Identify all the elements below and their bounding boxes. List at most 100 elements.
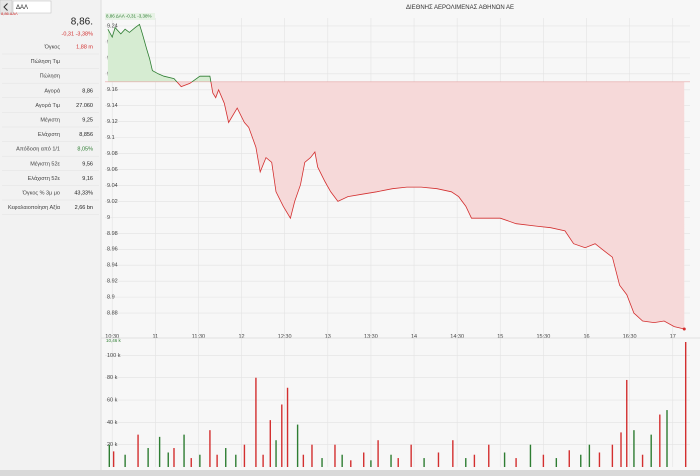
y-tick-label: 8.9 [107,295,115,301]
y-tick-label: 8.92 [107,279,118,285]
back-button[interactable] [0,0,13,15]
row-value: 8,86 [82,88,93,94]
x-tick-label: 12:30 [278,334,292,340]
y-tick-label: 9.1 [107,135,115,141]
volume-bar [555,458,558,467]
volume-label: 10,46 k [106,338,122,343]
volume-bar [112,451,115,467]
volume-bar [190,458,192,467]
volume-bar [209,430,211,467]
volume-bar [529,444,532,467]
y-tick-label: 60 k [107,397,118,403]
row-label: Πώληση [40,73,60,80]
volume-bar [626,379,628,467]
volume-bar [684,342,687,467]
volume-bar [137,434,139,467]
volume-bar [377,440,379,467]
volume-bar [580,454,582,467]
y-tick-label: 9 [107,215,110,221]
row-label: Μέγιστη 52ε [30,160,60,167]
volume-bar [124,454,126,467]
volume-bar [286,387,289,467]
x-tick-label: 15:30 [537,334,551,340]
volume-bar [397,458,399,467]
y-tick-label: 9.08 [107,151,118,157]
volume-bar [515,458,517,467]
search-box[interactable] [12,0,52,14]
x-tick-label: 11 [152,334,158,340]
y-tick-label: 9.06 [107,167,118,173]
y-tick-label: 100 k [107,353,121,359]
volume-bar [158,436,161,467]
volume-bar [423,458,425,467]
row-label: Αγορά Τιμ [35,102,60,109]
y-tick-label: 9.24 [107,23,118,29]
row-value: 2,66 bn [75,205,93,211]
chart-label-bg [105,13,155,20]
volume-bar [262,454,264,467]
volume-bar [588,444,591,467]
row-label: Αγορά [44,87,61,94]
y-tick-label: 40 k [107,420,118,426]
volume-bar [173,448,175,467]
volume-bar [216,454,218,467]
volume-bar [183,434,185,467]
price-line [107,23,685,330]
x-tick-label: 11:30 [192,334,205,340]
x-tick-label: 16 [583,334,589,340]
y-tick-label: 9.04 [107,183,118,189]
volume-bar [659,414,661,467]
row-value: 8,05% [77,147,93,153]
volume-bar [302,454,305,467]
x-tick-label: 14:30 [450,334,464,340]
volume-bar [275,440,277,467]
volume-bar [452,440,454,467]
volume-bar [296,424,299,467]
volume-bar [269,420,271,467]
volume-bar [199,454,201,467]
volume-bar [334,444,336,467]
row-value: 8,856 [79,132,93,138]
y-tick-label: 8.98 [107,231,118,237]
row-label: Κεφαλαιοποίηση Αξία [8,205,61,211]
volume-bar [108,444,111,467]
row-value: 27.060 [76,103,93,109]
volume-bar [350,460,352,467]
volume-bar [370,460,372,467]
x-tick-label: 17 [670,334,676,340]
x-tick-label: 12 [238,334,244,340]
volume-bar [311,444,313,467]
chart-label: 8,86 ΔΑΛ -0,31 -3,38% [106,14,152,19]
volume-bar [568,450,570,467]
volume-bar [633,430,635,467]
volume-bar [503,452,506,467]
volume-bar [243,444,246,467]
y-tick-label: 20 k [107,442,118,448]
x-tick-label: 15 [497,334,503,340]
y-tick-label: 9.12 [107,119,118,125]
volume-bar [235,454,237,467]
volume-bar [255,377,257,467]
page-title: ΔΙΕΘΝΗΣ ΑΕΡΟΛΙΜΕΝΑΣ ΑΘΗΝΩΝ ΑΕ [406,5,514,11]
x-tick-label: 10:30 [105,334,119,340]
volume-bar [437,452,440,467]
y-tick-label: 9.16 [107,87,118,93]
volume-bar [666,410,668,467]
search-text: ΔΑΛ [16,5,28,11]
y-tick-label: 80 k [107,375,118,381]
row-value: 9,16 [82,176,93,182]
volume-bar [465,458,467,467]
last-price: 8,86. [71,17,93,28]
price-change: -0,31 -3,38% [62,31,94,37]
x-tick-label: 16:30 [623,334,637,340]
row-label: Μέγιστη [40,116,60,123]
volume-bar [611,444,614,467]
volume-bar [363,452,365,467]
row-value: 9,56 [82,161,93,167]
volume-bar [321,458,323,467]
y-tick-label: 9.14 [107,103,118,109]
x-tick-label: 13 [325,334,331,340]
volume-bar [410,444,412,467]
volume-bar [598,452,601,467]
